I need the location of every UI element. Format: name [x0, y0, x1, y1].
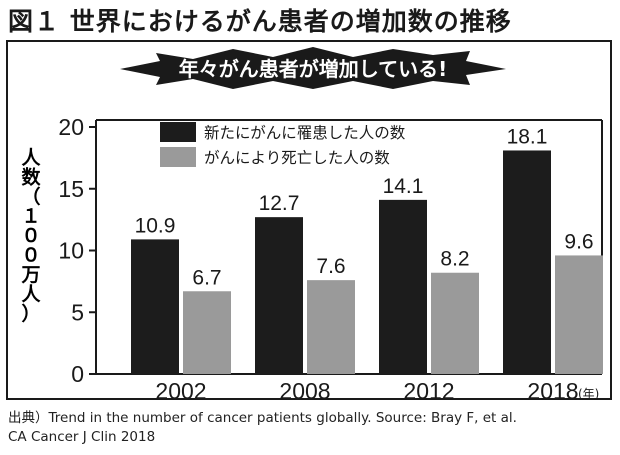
x-tick-label-2008: 2008: [279, 378, 330, 398]
y-tick-label-0: 0: [71, 361, 84, 387]
y-tick-label-1: 5: [71, 299, 84, 325]
bar-value-label-2008-series-2: 7.6: [316, 255, 345, 278]
y-axis-title-char: 数: [21, 166, 41, 189]
source-line-2: CA Cancer J Clin 2018: [8, 429, 156, 445]
legend-swatch-series-1: [160, 122, 196, 142]
y-axis-title-char: 人: [21, 284, 41, 306]
source-note: 出典）Trend in the number of cancer patient…: [8, 409, 612, 447]
figure-title: 図１ 世界におけるがん患者の増加数の推移: [8, 7, 512, 36]
y-tick-label-3: 15: [58, 176, 84, 202]
x-tick-label-2002: 2002: [155, 378, 206, 398]
bar-2008-series-1: [255, 217, 303, 374]
legend-label-series-2: がんにより死亡した人の数: [204, 149, 390, 167]
chart-frame: 年々がん患者が増加している! 人数（１００万人） 0 5 10 15 20 10.9 6.…: [6, 40, 612, 400]
source-line-1: 出典）Trend in the number of cancer patient…: [8, 410, 517, 426]
bar-2012-series-1: [379, 199, 427, 374]
bar-2008-series-2: [307, 280, 355, 374]
bar-2012-series-2: [431, 272, 479, 374]
x-label-group: 2002 2008 2012 2018 (年): [155, 378, 599, 398]
banner: 年々がん患者が増加している!: [120, 47, 506, 89]
banner-text: 年々がん患者が増加している!: [179, 57, 448, 81]
bar-value-label-2002-series-2: 6.7: [192, 266, 221, 289]
bar-value-label-2012-series-1: 14.1: [383, 175, 424, 198]
y-axis-title-char: ）: [21, 302, 40, 325]
bar-group: 10.9 6.7 12.7 7.6 14.1 8.2 18.1 9.6: [131, 125, 603, 374]
y-axis-title-char: 万: [20, 264, 40, 286]
bar-2002-series-2: [183, 291, 231, 374]
legend-swatch-series-2: [160, 147, 196, 167]
bar-2018-series-2: [555, 255, 603, 374]
y-axis-title-char: ０: [21, 225, 40, 247]
y-axis-title-char: 人: [21, 147, 41, 169]
y-tick-label-4: 20: [58, 114, 84, 140]
x-tick-label-2018: 2018: [527, 378, 578, 398]
y-axis-title-char: （: [21, 185, 40, 208]
bar-value-label-2008-series-1: 12.7: [259, 192, 300, 215]
y-tick-label-2: 10: [58, 238, 84, 264]
bar-value-label-2002-series-1: 10.9: [135, 214, 176, 237]
y-axis-title: 人数（１００万人）: [20, 147, 41, 325]
y-axis-title-char: ０: [21, 245, 40, 267]
bar-value-label-2012-series-2: 8.2: [440, 248, 469, 271]
bar-2018-series-1: [503, 150, 551, 374]
bar-value-label-2018-series-2: 9.6: [564, 230, 593, 253]
y-tick-group: 0 5 10 15 20: [58, 114, 96, 387]
bar-value-label-2018-series-1: 18.1: [507, 125, 548, 148]
bar-2002-series-1: [131, 239, 179, 374]
y-axis-title-char: １: [21, 206, 40, 228]
banner-burst-shape: [120, 47, 506, 89]
legend-label-series-1: 新たにがんに罹患した人の数: [204, 124, 406, 142]
x-axis-unit-label: (年): [578, 387, 599, 398]
x-tick-label-2012: 2012: [403, 378, 454, 398]
